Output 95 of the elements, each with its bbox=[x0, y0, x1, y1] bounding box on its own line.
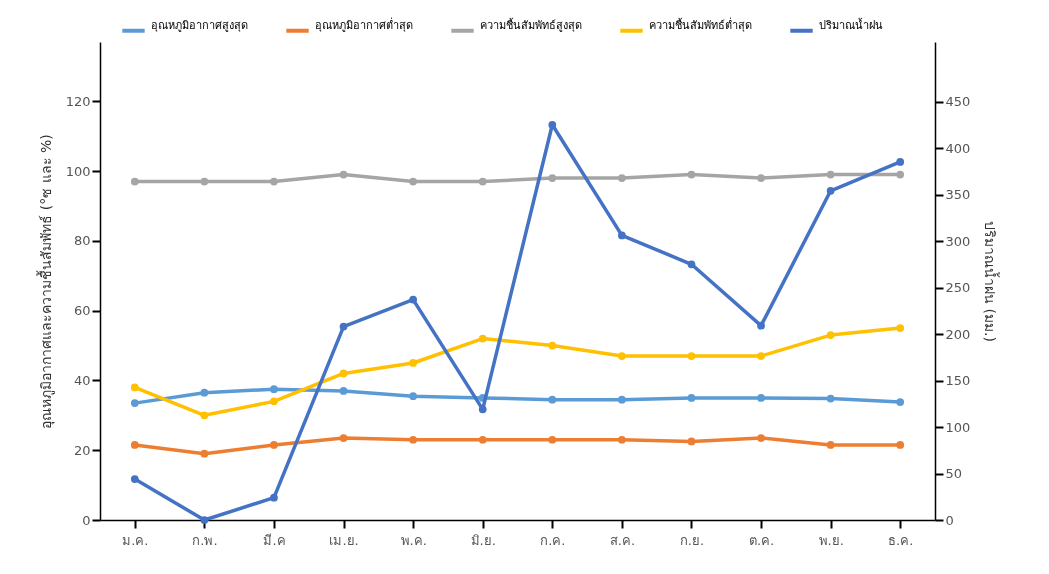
x-tick-label: ธ.ค. bbox=[888, 532, 914, 548]
point bbox=[687, 260, 696, 269]
point bbox=[130, 441, 139, 449]
y2-tick-label: 350 bbox=[945, 187, 971, 203]
point bbox=[339, 387, 348, 395]
point bbox=[409, 435, 417, 444]
y2-tick-label: 250 bbox=[945, 280, 971, 296]
y2-tick-label: 50 bbox=[945, 466, 963, 481]
y2-tick-label: 200 bbox=[945, 326, 971, 342]
y-tick-label: 20 bbox=[73, 442, 91, 458]
point bbox=[270, 177, 278, 186]
point bbox=[618, 435, 626, 444]
point bbox=[826, 170, 835, 179]
point bbox=[339, 369, 348, 378]
point bbox=[757, 434, 765, 442]
point bbox=[130, 475, 139, 483]
y2-tick-label: 150 bbox=[945, 373, 971, 389]
point bbox=[339, 434, 348, 442]
point bbox=[896, 158, 905, 166]
point bbox=[339, 322, 348, 331]
point bbox=[270, 385, 278, 394]
point bbox=[548, 435, 557, 444]
point bbox=[757, 394, 765, 402]
point bbox=[130, 399, 139, 407]
point bbox=[896, 398, 905, 406]
point bbox=[548, 174, 557, 182]
y2-tick-label: 400 bbox=[945, 140, 971, 156]
point bbox=[826, 331, 835, 339]
point bbox=[687, 394, 696, 402]
point bbox=[270, 493, 278, 502]
y-tick-label: 0 bbox=[82, 512, 91, 528]
point bbox=[896, 324, 905, 332]
point bbox=[618, 174, 626, 182]
x-tick-label: เม.ย. bbox=[329, 532, 359, 548]
point bbox=[618, 395, 626, 404]
y-tick-label: 100 bbox=[65, 163, 91, 179]
legend-label: อุณหภูมิอากาศสูงสุด bbox=[151, 18, 248, 32]
point bbox=[548, 120, 557, 129]
point bbox=[687, 170, 696, 179]
x-tick-label: มี.ค bbox=[263, 532, 286, 548]
x-tick-label: มิ.ย. bbox=[470, 532, 496, 548]
point bbox=[687, 352, 696, 360]
x-tick-label: ก.ค. bbox=[540, 532, 566, 548]
y-tick-label: 40 bbox=[73, 372, 91, 388]
y2-tick-label: 0 bbox=[945, 512, 954, 528]
point bbox=[130, 177, 139, 186]
y-tick-label: 120 bbox=[65, 93, 91, 109]
point bbox=[409, 359, 417, 367]
point bbox=[409, 392, 417, 400]
point bbox=[826, 441, 835, 449]
point bbox=[409, 177, 417, 186]
point bbox=[896, 170, 905, 179]
y-tick-label: 80 bbox=[73, 233, 91, 249]
point bbox=[200, 388, 209, 397]
point bbox=[896, 441, 905, 449]
x-tick-label: พ.ค. bbox=[400, 532, 427, 548]
point bbox=[757, 174, 765, 182]
legend-label: ความชื้นสัมพัทธ์สูงสุด bbox=[480, 16, 582, 32]
legend-label: ปริมาณน้ำฝน bbox=[819, 16, 883, 32]
point bbox=[409, 295, 417, 304]
x-tick-label: ส.ค. bbox=[609, 532, 636, 548]
point bbox=[548, 395, 557, 404]
point bbox=[130, 383, 139, 392]
point bbox=[618, 352, 626, 360]
point bbox=[757, 352, 765, 360]
point bbox=[826, 394, 835, 403]
point bbox=[478, 435, 487, 444]
y2-axis-title: ปริมาณน้ำฝน (มม.) bbox=[982, 221, 1001, 342]
y2-tick-label: 450 bbox=[945, 94, 971, 110]
point bbox=[200, 449, 209, 458]
point bbox=[478, 334, 487, 343]
y2-tick-label: 300 bbox=[945, 233, 971, 249]
legend-label: อุณหภูมิอากาศต่ำสุด bbox=[315, 16, 413, 32]
point bbox=[200, 516, 209, 524]
point bbox=[270, 441, 278, 449]
point bbox=[687, 437, 696, 446]
x-tick-label: ก.ย. bbox=[679, 532, 705, 548]
legend-label: ความชื้นสัมพัทธ์ต่ำสุด bbox=[649, 16, 752, 32]
point bbox=[200, 411, 209, 420]
x-tick-label: ม.ค. bbox=[122, 532, 149, 548]
point bbox=[478, 405, 487, 414]
point bbox=[478, 177, 487, 186]
y-axis-title: อุณหภูมิอากาศและความชื้นสัมพัทธ์ (°ซ และ %) bbox=[35, 134, 55, 429]
point bbox=[618, 231, 626, 240]
x-tick-label: ต.ค. bbox=[748, 532, 775, 548]
point bbox=[270, 397, 278, 406]
point bbox=[757, 321, 765, 330]
y2-tick-label: 100 bbox=[945, 419, 971, 435]
point bbox=[548, 341, 557, 350]
x-tick-label: พ.ย. bbox=[818, 532, 844, 548]
x-tick-label: ก.พ. bbox=[192, 532, 218, 548]
point bbox=[826, 186, 835, 195]
point bbox=[200, 177, 209, 186]
point bbox=[339, 170, 348, 179]
y-tick-label: 60 bbox=[73, 303, 91, 319]
